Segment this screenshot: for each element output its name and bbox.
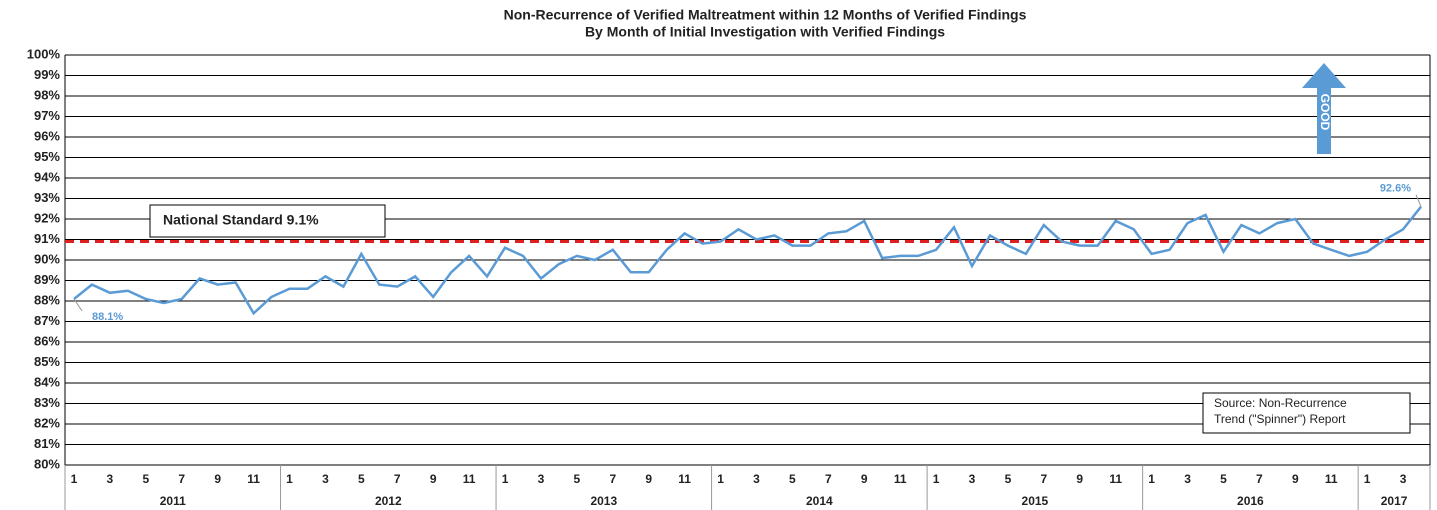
x-tick-label: 9 (1292, 472, 1299, 486)
y-tick-label: 80% (34, 456, 60, 471)
y-tick-label: 83% (34, 395, 60, 410)
x-tick-label: 7 (394, 472, 401, 486)
x-tick-label: 3 (753, 472, 760, 486)
reference-label-box (149, 204, 386, 238)
x-tick-label: 1 (71, 472, 78, 486)
x-tick-label: 9 (214, 472, 221, 486)
year-label: 2013 (590, 494, 617, 508)
x-tick-label: 11 (894, 472, 907, 486)
year-label: 2014 (806, 494, 833, 508)
y-tick-label: 100% (27, 46, 61, 61)
y-tick-label: 92% (34, 210, 60, 225)
chart-title: Non-Recurrence of Verified Maltreatment … (504, 7, 1027, 23)
good-arrow (1302, 63, 1346, 154)
x-tick-label: 1 (717, 472, 724, 486)
grid (65, 54, 1430, 466)
source-text: Trend ("Spinner") Report (1214, 412, 1346, 426)
y-tick-label: 88% (34, 292, 60, 307)
x-tick-label: 3 (538, 472, 545, 486)
x-tick-label: 11 (1325, 472, 1338, 486)
year-label: 2016 (1237, 494, 1264, 508)
y-tick-label: 95% (34, 149, 60, 164)
y-tick-label: 98% (34, 87, 60, 102)
data-line (73, 205, 1422, 316)
year-label: 2015 (1022, 494, 1049, 508)
x-tick-label: 7 (609, 472, 616, 486)
chart-subtitle: By Month of Initial Investigation with V… (585, 24, 945, 40)
y-tick-label: 89% (34, 272, 60, 287)
data-label: 88.1% (92, 311, 123, 323)
y-tick-label: 99% (34, 67, 60, 82)
y-tick-label: 97% (34, 108, 60, 123)
reference-label: National Standard 9.1% (163, 212, 319, 228)
x-tick-label: 1 (1148, 472, 1155, 486)
x-tick-label: 9 (645, 472, 652, 486)
x-tick-label: 9 (430, 472, 437, 486)
x-tick-label: 7 (1041, 472, 1048, 486)
x-tick-label: 5 (789, 472, 796, 486)
x-tick-label: 11 (678, 472, 691, 486)
x-tick-label: 1 (502, 472, 509, 486)
y-tick-label: 86% (34, 333, 60, 348)
y-tick-label: 94% (34, 169, 60, 184)
x-tick-label: 5 (1005, 472, 1012, 486)
x-tick-label: 3 (1184, 472, 1191, 486)
data-label: 92.6% (1380, 183, 1411, 195)
y-tick-label: 96% (34, 128, 60, 143)
y-tick-label: 84% (34, 374, 60, 389)
y-tick-label: 87% (34, 313, 60, 328)
y-tick-label: 93% (34, 190, 60, 205)
year-label: 2012 (375, 494, 402, 508)
label-leader (73, 298, 83, 312)
y-tick-label: 81% (34, 436, 60, 451)
x-tick-label: 5 (574, 472, 581, 486)
x-tick-label: 9 (861, 472, 868, 486)
x-tick-label: 11 (463, 472, 476, 486)
y-tick-label: 91% (34, 231, 60, 246)
source-box (1202, 392, 1411, 434)
x-tick-label: 7 (1256, 472, 1263, 486)
y-tick-label: 82% (34, 415, 60, 430)
x-tick-label: 3 (969, 472, 976, 486)
x-tick-label: 7 (825, 472, 832, 486)
source-text: Source: Non-Recurrence (1214, 396, 1347, 410)
year-label: 2017 (1381, 494, 1408, 508)
arrow-label: GOOD (1318, 94, 1332, 131)
y-tick-label: 85% (34, 354, 60, 369)
x-tick-label: 3 (322, 472, 329, 486)
x-tick-label: 5 (142, 472, 149, 486)
x-tick-label: 11 (247, 472, 260, 486)
x-tick-label: 5 (1220, 472, 1227, 486)
label-leader (1415, 194, 1422, 207)
y-tick-label: 90% (34, 251, 60, 266)
year-label: 2011 (160, 494, 186, 508)
x-tick-label: 5 (358, 472, 365, 486)
x-tick-label: 1 (286, 472, 293, 486)
x-tick-label: 1 (1364, 472, 1371, 486)
x-tick-label: 1 (933, 472, 940, 486)
x-tick-label: 11 (1109, 472, 1122, 486)
x-tick-label: 3 (107, 472, 114, 486)
x-tick-label: 7 (178, 472, 185, 486)
x-tick-label: 3 (1400, 472, 1407, 486)
x-tick-label: 9 (1076, 472, 1083, 486)
